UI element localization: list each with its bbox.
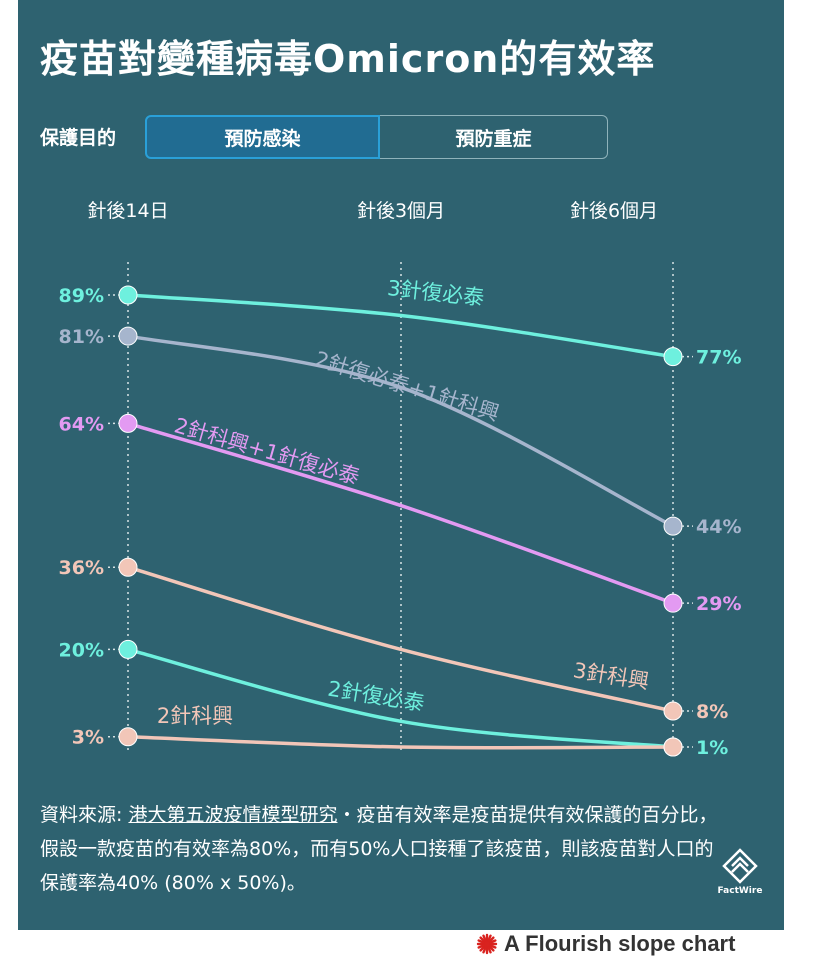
end-point-2 xyxy=(663,593,683,613)
end-label-0: 77% xyxy=(696,347,741,369)
column-label-6-months: 針後6個月 xyxy=(569,200,659,222)
end-label-3: 8% xyxy=(696,701,728,723)
end-point-0 xyxy=(663,347,683,367)
series-label-1: 2針復必泰+1針科興 xyxy=(312,347,502,426)
source-link[interactable]: 港大第五波疫情模型研究 xyxy=(128,804,338,826)
flourish-credit[interactable]: A Flourish slope chart xyxy=(476,931,735,957)
series-line-4 xyxy=(127,647,674,749)
end-point-3 xyxy=(663,701,683,721)
control-label: 保護目的 xyxy=(40,127,117,149)
tab-prevent-severe[interactable]: 預防重症 xyxy=(380,115,608,159)
end-label-1: 44% xyxy=(696,516,741,538)
start-label-5: 3% xyxy=(72,727,104,749)
start-point-1 xyxy=(118,326,138,346)
series-line-1 xyxy=(127,334,674,528)
column-label-3-months: 針後3個月 xyxy=(356,200,446,222)
series-line-5 xyxy=(127,734,674,750)
series-label-5: 2針科興 xyxy=(157,704,233,728)
end-point-5 xyxy=(663,737,683,757)
start-point-0 xyxy=(118,285,138,305)
column-label-14-days: 針後14日 xyxy=(87,200,169,222)
start-label-3: 36% xyxy=(59,557,104,579)
start-label-4: 20% xyxy=(59,639,104,661)
series-label-2: 2針科興+1針復必泰 xyxy=(172,413,363,489)
series-label-3: 3針科興 xyxy=(572,658,651,694)
start-label-0: 89% xyxy=(59,285,104,307)
slope-chart: 89%77%3針復必泰81%44%2針復必泰+1針科興64%29%2針科興+1針… xyxy=(59,262,741,759)
end-point-1 xyxy=(663,516,683,536)
end-label-4: 1% xyxy=(696,737,728,759)
tab-prevent-infection[interactable]: 預防感染 xyxy=(145,115,380,159)
logo-text: FactWire xyxy=(717,886,763,896)
source-text: ・疫苗有效率是疫苗提供有效保護的百分比，假設一款疫苗的有效率為80%，而有50%… xyxy=(40,804,718,894)
start-label-1: 81% xyxy=(59,326,104,348)
source-prefix: 資料來源: xyxy=(40,804,129,826)
end-label-2: 29% xyxy=(696,593,741,615)
factwire-logo-icon xyxy=(722,848,758,884)
chart-title: 疫苗對變種病毒Omicron的有效率 xyxy=(40,37,656,81)
start-point-4 xyxy=(118,639,138,659)
series-line-0 xyxy=(127,293,674,359)
series-line-3 xyxy=(127,565,674,713)
flourish-text: A Flourish slope chart xyxy=(504,931,736,956)
start-point-3 xyxy=(118,557,138,577)
flourish-star-icon xyxy=(476,933,498,955)
start-point-5 xyxy=(118,727,138,747)
start-point-2 xyxy=(118,413,138,433)
start-label-2: 64% xyxy=(59,413,104,435)
source-note: 資料來源: 港大第五波疫情模型研究・疫苗有效率是疫苗提供有效保護的百分比，假設一… xyxy=(40,798,720,900)
series-line-2 xyxy=(127,421,674,605)
